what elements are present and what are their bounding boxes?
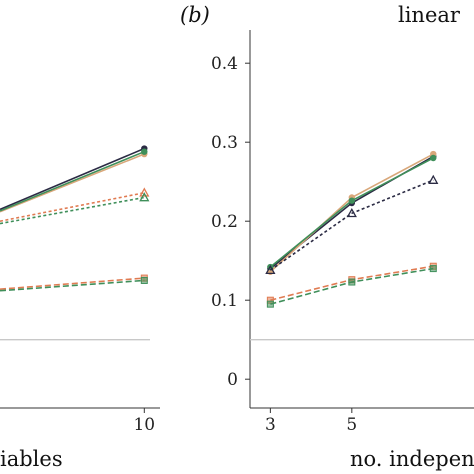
panel-b-y-tick-label: 0.2 (211, 212, 238, 232)
panel-b-y-tick-label: 0.4 (211, 54, 238, 74)
panel-b-data-point (348, 278, 356, 286)
panel-a-x-axis-label: iables (0, 447, 63, 471)
panel-b-data-point (430, 154, 437, 162)
panel-b-x-axis-label: no. indepen (350, 447, 474, 471)
panel-a-series-line (0, 277, 145, 290)
panel-b-data-point (348, 197, 356, 204)
panel-b-data-point (346, 207, 357, 218)
panel-a-series-line (0, 191, 145, 222)
panel-a-series-line (0, 279, 145, 292)
panel-b-series-line (270, 267, 434, 305)
panel-a-data-point (139, 187, 150, 197)
panel-b-data-point (266, 300, 274, 308)
panel-b-title: linear (398, 3, 461, 27)
panel-b-y-tick-label: 0 (227, 370, 238, 390)
panel-a-series-line (0, 153, 145, 213)
panel-b-x-tick-label: 3 (265, 415, 276, 435)
panel-a-data-point (140, 276, 148, 284)
panel-a-data-point (139, 192, 150, 202)
panel-b-data-point (265, 264, 276, 275)
panel-b-label: (b) (180, 3, 210, 27)
panel-a-x-tick-label: 10 (133, 415, 155, 435)
panel-a-plot-area (0, 145, 150, 341)
panel-b-y-tick-label: 0.3 (211, 133, 238, 153)
panel-b-series-line (269, 179, 434, 271)
panel-b-data-point (428, 174, 439, 184)
panel-b-data-point (429, 265, 437, 273)
panel-b-plot-area (250, 150, 474, 341)
panel-a-series-line (0, 150, 145, 212)
panel-b-x-tick-label: 5 (346, 415, 357, 435)
panel-a-series-line (0, 196, 145, 225)
panel-b-y-tick-label: 0.1 (211, 291, 238, 311)
panel-a-series-line (0, 147, 145, 211)
panel-b: 0 0.1 0.2 0.3 0.4 3 5 (211, 30, 474, 435)
panel-a: 10 (0, 145, 160, 435)
panel-a-data-point (141, 148, 148, 155)
